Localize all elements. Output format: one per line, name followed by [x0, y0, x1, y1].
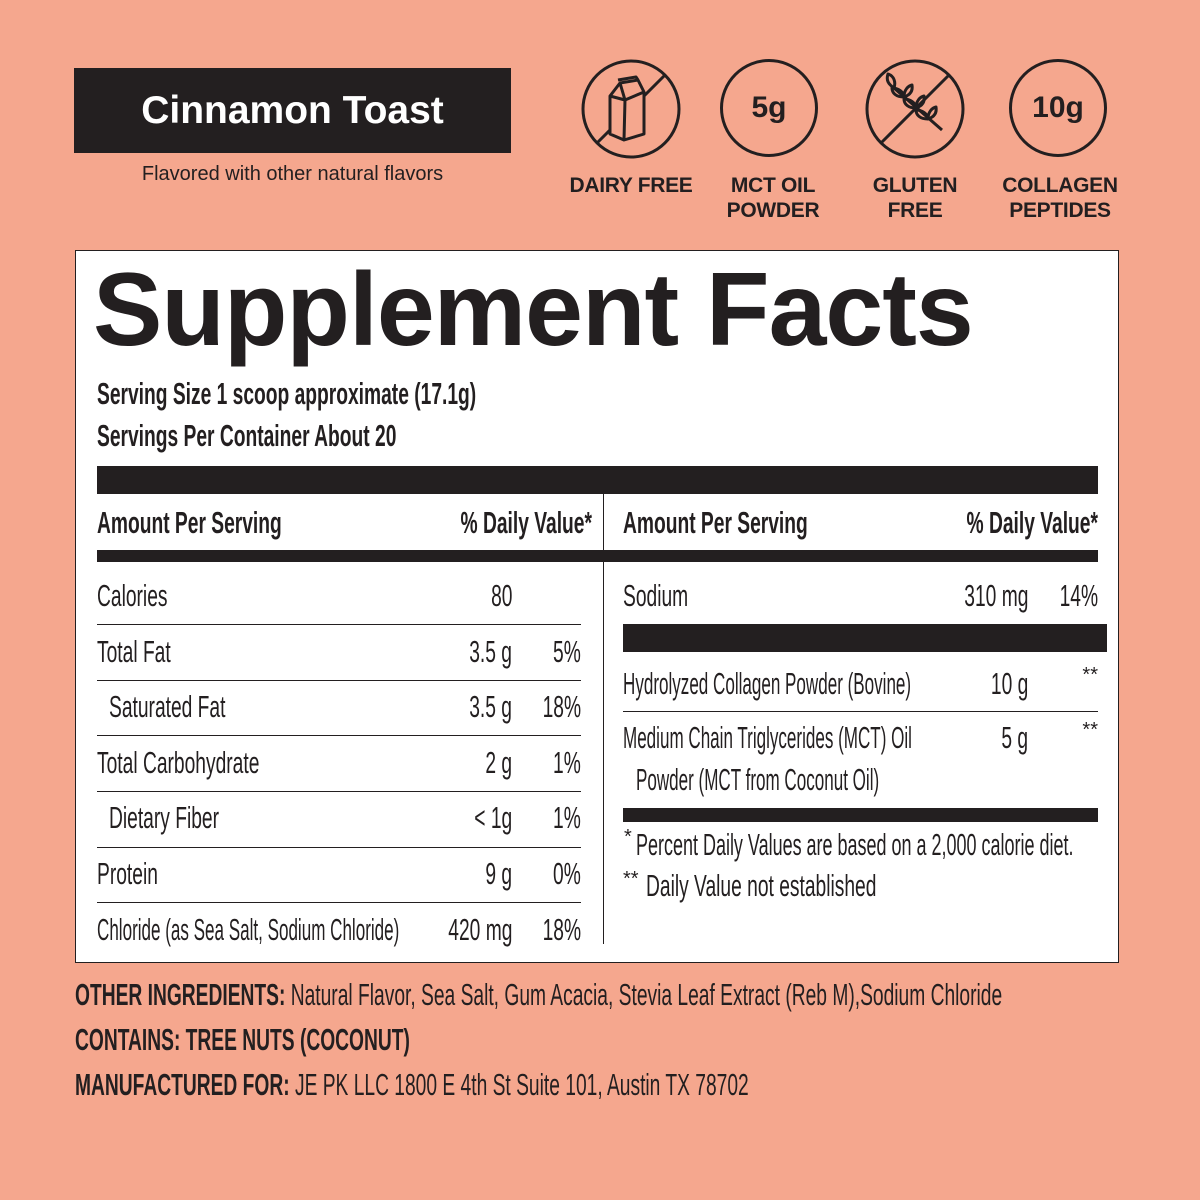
row-name: Dietary Fiber: [109, 800, 220, 835]
row-name: Total Carbohydrate: [97, 745, 260, 780]
badge-label-line: DAIRY FREE: [569, 174, 693, 197]
row-dv: 18%: [542, 912, 581, 947]
badge-dairy-free: [580, 58, 682, 160]
badge-mct-value: 5g: [751, 91, 787, 124]
flavor-title: Cinnamon Toast: [141, 88, 444, 132]
ingredient-amount: 5 g: [1001, 720, 1028, 755]
row-dv: 0%: [553, 856, 581, 891]
wheat-crossed-icon: [865, 59, 965, 159]
ingredient-name-line2: Powder (MCT from Coconut Oil): [636, 762, 880, 797]
row-name: Protein: [97, 856, 158, 891]
badge-mct-circle: 5g: [720, 59, 818, 157]
other-ingredients-text: Natural Flavor, Sea Salt, Gum Acacia, St…: [290, 977, 1003, 1012]
row-divider: [623, 711, 1098, 712]
supplement-facts-panel: [75, 250, 1119, 963]
ingredient-dv: **: [1082, 664, 1098, 686]
badge-label-line: POWDER: [726, 199, 820, 222]
ingredient-amount: 10 g: [990, 666, 1028, 701]
row-dv: 18%: [542, 689, 581, 724]
row-divider: [97, 735, 581, 736]
footnote-2: Daily Value not established: [646, 868, 877, 903]
other-ingredients-label: OTHER INGREDIENTS:: [75, 977, 286, 1012]
sodium-dv: 14%: [1059, 578, 1098, 613]
footnote-1: Percent Daily Values are based on a 2,00…: [636, 827, 1074, 862]
badge-label-collagen: COLLAGEN PEPTIDES: [990, 173, 1130, 223]
ingredient-dv: **: [1082, 719, 1098, 741]
badge-label-dairy: DAIRY FREE: [561, 173, 701, 198]
milk-carton-crossed-icon: [581, 59, 681, 159]
badge-label-line: MCT OIL: [730, 174, 816, 197]
badge-label-line: FREE: [887, 199, 943, 222]
ingredient-name: Hydrolyzed Collagen Powder (Bovine): [623, 666, 912, 701]
sodium-amount: 310 mg: [963, 578, 1028, 613]
badge-gluten-free: [864, 58, 966, 160]
left-amount-header: Amount Per Serving: [97, 505, 282, 540]
row-amount: 80: [490, 578, 512, 613]
row-name: Saturated Fat: [109, 689, 226, 724]
manufactured-for-label: MANUFACTURED FOR:: [75, 1067, 290, 1102]
row-divider: [97, 847, 581, 848]
badge-collagen-circle: 10g: [1009, 59, 1107, 157]
row-amount: < 1g: [474, 800, 512, 835]
flavor-subtitle: Flavored with other natural flavors: [141, 163, 444, 185]
contains-allergens: CONTAINS: TREE NUTS (COCONUT): [75, 1022, 410, 1057]
row-divider: [97, 791, 581, 792]
row-amount: 3.5 g: [469, 634, 512, 669]
right-dv-header: % Daily Value*: [966, 505, 1098, 540]
row-divider: [97, 680, 581, 681]
row-amount: 2 g: [485, 745, 512, 780]
badge-label-mct: MCT OIL POWDER: [703, 173, 843, 223]
row-name: Chloride (as Sea Salt, Sodium Chloride): [97, 912, 400, 947]
row-divider: [97, 624, 581, 625]
badge-collagen-value: 10g: [1032, 91, 1084, 124]
row-amount: 9 g: [485, 856, 512, 891]
badge-label-line: GLUTEN: [872, 174, 958, 197]
row-amount: 3.5 g: [469, 689, 512, 724]
column-divider: [603, 494, 604, 944]
badge-label-line: COLLAGEN: [1002, 174, 1118, 197]
row-dv: 1%: [553, 800, 581, 835]
footnote-2-mark: **: [623, 868, 639, 890]
manufactured-for: MANUFACTURED FOR: JE PK LLC 1800 E 4th S…: [75, 1069, 749, 1100]
right-amount-header: Amount Per Serving: [623, 505, 808, 540]
other-ingredients: OTHER INGREDIENTS: Natural Flavor, Sea S…: [75, 979, 1002, 1010]
left-dv-header: % Daily Value*: [460, 505, 592, 540]
footnote-1-mark: *: [624, 826, 632, 848]
thick-divider: [623, 808, 1098, 822]
manufactured-for-text: JE PK LLC 1800 E 4th St Suite 101, Austi…: [294, 1067, 749, 1102]
row-divider: [97, 902, 581, 903]
badge-label-line: PEPTIDES: [1009, 199, 1111, 222]
servings-per-container: Servings Per Container About 20: [97, 418, 397, 453]
sodium-name: Sodium: [623, 578, 689, 613]
row-amount: 420 mg: [447, 912, 512, 947]
facts-title: Supplement Facts: [93, 252, 974, 368]
row-dv: 1%: [553, 745, 581, 780]
row-name: Total Fat: [97, 634, 171, 669]
ingredient-name: Medium Chain Triglycerides (MCT) Oil: [623, 720, 912, 755]
serving-size: Serving Size 1 scoop approximate (17.1g): [97, 376, 477, 411]
row-name: Calories: [97, 578, 168, 613]
header-divider: [97, 550, 1098, 562]
thick-divider: [623, 624, 1107, 652]
flavor-banner: Cinnamon Toast: [74, 68, 511, 153]
row-dv: 5%: [553, 634, 581, 669]
thick-divider: [97, 466, 1098, 494]
badge-label-gluten: GLUTEN FREE: [845, 173, 985, 223]
